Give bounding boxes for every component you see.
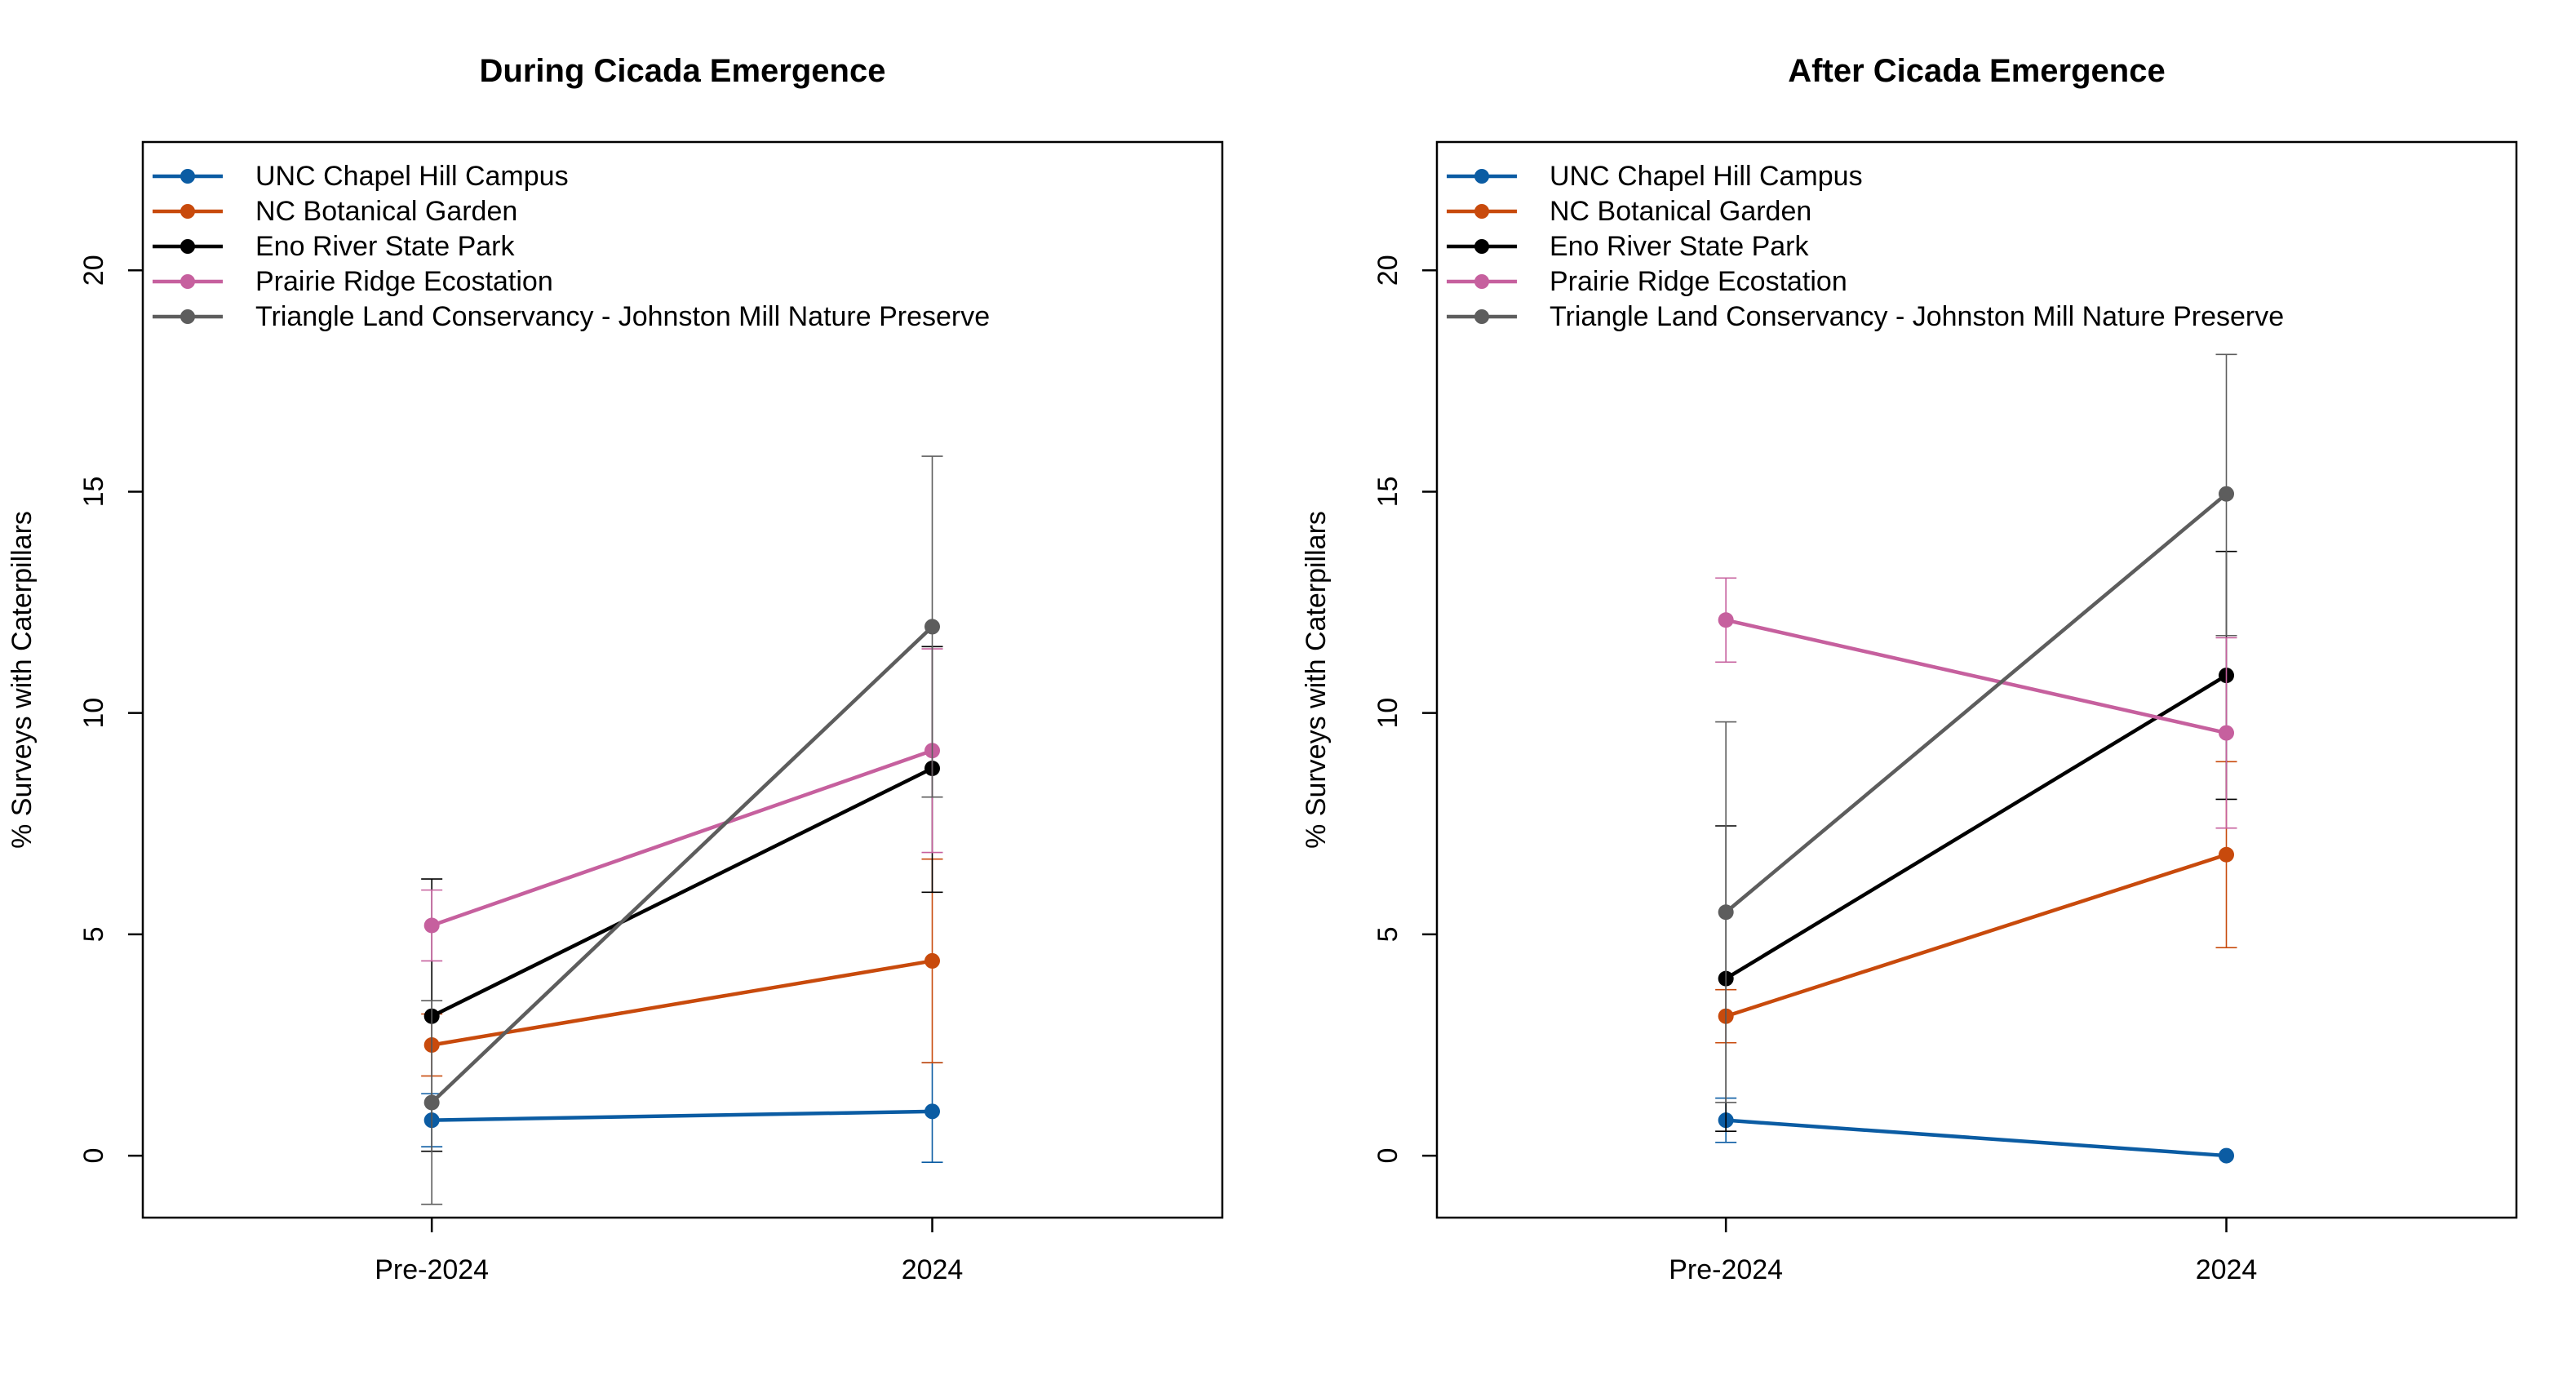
x-tick-label: Pre-2024 — [375, 1254, 489, 1285]
plot-frame — [1435, 140, 2518, 1219]
legend-marker — [180, 309, 195, 324]
chart-panel-1: During Cicada Emergence 0 5 10 15 20 Pre-2024 2… — [7, 53, 1224, 1285]
legend-marker — [180, 169, 195, 184]
legend-marker — [180, 204, 195, 219]
data-point — [924, 952, 941, 969]
series-line — [1724, 492, 2228, 914]
legend-marker — [1474, 309, 1489, 324]
y-tick-label: 0 — [78, 1148, 109, 1164]
series-line — [1726, 1118, 2227, 1158]
data-point — [924, 1103, 941, 1120]
series-5 — [1715, 353, 2237, 1103]
legend-entry: Triangle Land Conservancy - Johnston Mil… — [255, 301, 990, 332]
legend: UNC Chapel Hill Campus NC Botanical Garde… — [153, 161, 990, 332]
plot-frame — [141, 140, 1224, 1219]
series-line — [1725, 673, 2228, 981]
legend-marker — [1474, 204, 1489, 219]
chart-title: During Cicada Emergence — [480, 53, 886, 89]
y-axis-label: % Surveys with Caterpillars — [7, 511, 38, 849]
y-tick-label: 10 — [78, 698, 109, 729]
series-line — [431, 766, 933, 1018]
legend-entry: NC Botanical Garden — [255, 196, 517, 227]
series-3 — [421, 646, 943, 1152]
legend-entry: UNC Chapel Hill Campus — [255, 161, 569, 192]
series-line — [1725, 618, 2228, 735]
series-5 — [421, 455, 943, 1205]
x-tick-label: Pre-2024 — [1669, 1254, 1783, 1285]
x-tick-label: 2024 — [2196, 1254, 2258, 1285]
y-tick-label: 20 — [1372, 255, 1403, 286]
series-1 — [1715, 1097, 2235, 1164]
series-1 — [421, 1062, 943, 1164]
legend-marker — [1474, 169, 1489, 184]
legend-entry: Eno River State Park — [255, 231, 515, 262]
series-4 — [421, 648, 943, 962]
data-point — [423, 1094, 440, 1111]
data-point — [2219, 846, 2235, 863]
chart-title: After Cicada Emergence — [1788, 53, 2165, 89]
data-point — [1718, 904, 1734, 921]
legend-entry: UNC Chapel Hill Campus — [1550, 161, 1863, 192]
y-tick-label: 5 — [78, 926, 109, 942]
series-line — [432, 1109, 933, 1122]
y-tick-label: 10 — [1372, 698, 1403, 729]
legend-entry: Prairie Ridge Ecostation — [255, 266, 553, 297]
legend-marker — [1474, 274, 1489, 289]
data-point — [2219, 1147, 2235, 1164]
y-tick-label: 0 — [1372, 1148, 1403, 1164]
legend-entry: Triangle Land Conservancy - Johnston Mil… — [1550, 301, 2284, 332]
series-line — [431, 748, 933, 928]
data-point — [924, 619, 941, 635]
legend: UNC Chapel Hill Campus NC Botanical Garde… — [1447, 161, 2284, 332]
series-line — [431, 959, 933, 1047]
legend-entry: NC Botanical Garden — [1550, 196, 1811, 227]
series-2 — [1715, 761, 2237, 1044]
x-tick-label: 2024 — [902, 1254, 964, 1285]
legend-marker — [180, 274, 195, 289]
legend-entry: Eno River State Park — [1550, 231, 1809, 262]
data-point — [423, 917, 440, 934]
y-tick-label: 5 — [1372, 926, 1403, 942]
chart-panel-2: After Cicada Emergence 0 5 10 15 20 Pre-2024 20… — [1301, 53, 2518, 1285]
legend-marker — [180, 239, 195, 254]
y-tick-label: 15 — [78, 477, 109, 508]
data-point — [2219, 725, 2235, 741]
y-axis-label: % Surveys with Caterpillars — [1301, 511, 1332, 849]
data-point — [1718, 612, 1734, 628]
legend-marker — [1474, 239, 1489, 254]
series-4 — [1715, 577, 2237, 829]
series-3 — [1715, 550, 2237, 1133]
series-line — [1725, 853, 2228, 1018]
series-line — [430, 625, 934, 1104]
legend-entry: Prairie Ridge Ecostation — [1550, 266, 1847, 297]
y-tick-label: 20 — [78, 255, 109, 286]
data-point — [2219, 486, 2235, 502]
y-tick-label: 15 — [1372, 477, 1403, 508]
